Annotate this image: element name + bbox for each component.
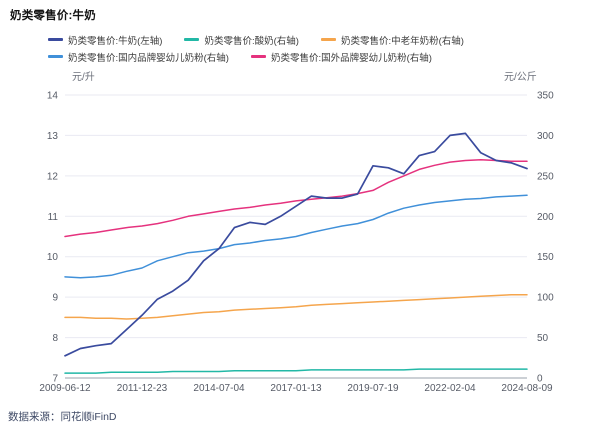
series-line-1[interactable] [64,293,528,320]
legend-item-label: 奶类零售价:牛奶(左轴) [68,35,163,47]
axis-units: 元/升 元/公斤 [0,68,600,83]
x-axis-tick: 2022-02-04 [424,383,476,394]
legend-item-1-0[interactable]: 奶类零售价:国内品牌婴幼儿奶粉(右轴) [48,50,229,64]
legend-line-icon [48,55,63,58]
x-axis-tick: 2019-07-19 [347,383,399,394]
legend-item-0-0[interactable]: 奶类零售价:牛奶(左轴) [48,33,162,47]
page-title: 奶类零售价:牛奶 [10,10,96,22]
legend-item-0-1[interactable]: 奶类零售价:酸奶(右轴) [184,33,299,47]
series-line-4[interactable] [64,132,528,357]
left-axis-tick: 11 [48,212,59,223]
price-chart-svg: 14 350 13 300 12 250 11 200 10 150 9 100 8 50 7 0 2009-0… [39,91,554,395]
legend-item-label: 奶类零售价:中老年奶粉(右轴) [340,35,464,47]
series-line-3[interactable] [64,158,528,238]
x-axis-tick: 2009-06-12 [39,383,91,394]
legend: 奶类零售价:牛奶(左轴) 奶类零售价:酸奶(右轴) 奶类零售价:中老年奶粉(右轴) 奶… [48,31,588,65]
legend-row-1: 奶类零售价:国内品牌婴幼儿奶粉(右轴) 奶类零售价:国外品牌婴幼儿奶粉(右轴) [48,48,588,65]
left-axis-unit: 元/升 [72,72,95,83]
right-axis-tick: 200 [537,212,554,223]
right-axis-tick: 350 [537,91,554,102]
legend-row-0: 奶类零售价:牛奶(左轴) 奶类零售价:酸奶(右轴) 奶类零售价:中老年奶粉(右轴) [48,31,588,48]
data-source: 数据来源：同花顺iFinD [8,411,117,423]
left-axis-tick: 10 [47,252,59,263]
x-axis-tick: 2024-08-09 [501,383,553,394]
left-axis-tick: 7 [52,374,58,385]
left-axis-tick: 9 [52,293,58,304]
legend-item-0-2[interactable]: 奶类零售价:中老年奶粉(右轴) [320,33,464,47]
right-axis-tick: 100 [537,293,554,304]
legend-line-icon [320,38,336,41]
legend-line-icon [184,38,200,41]
right-axis-tick: 150 [537,252,554,263]
x-axis-tick: 2017-01-13 [270,383,322,394]
right-axis-tick: 250 [537,171,554,182]
left-axis-tick: 14 [47,91,59,102]
right-axis-tick: 0 [537,374,543,385]
series-line-0[interactable] [64,368,528,374]
right-axis-tick: 300 [537,131,554,142]
legend-item-label: 奶类零售价:酸奶(右轴) [204,35,299,47]
chart-area[interactable]: 14 350 13 300 12 250 11 200 10 150 9 100 8 50 7 0 2009-0… [0,85,600,397]
left-axis-tick: 13 [47,131,59,142]
legend-item-1-1[interactable]: 奶类零售价:国外品牌婴幼儿奶粉(右轴) [250,50,432,64]
legend-item-label: 奶类零售价:国外品牌婴幼儿奶粉(右轴) [270,52,432,64]
legend-item-label: 奶类零售价:国内品牌婴幼儿奶粉(右轴) [68,52,229,64]
legend-line-icon [250,55,266,58]
legend-line-icon [48,38,63,41]
left-axis-tick: 8 [52,333,58,344]
right-axis-tick: 50 [537,333,549,344]
left-axis-tick: 12 [47,171,59,182]
right-axis-unit: 元/公斤 [504,72,537,83]
x-axis-tick: 2011-12-23 [117,383,168,394]
series-line-2[interactable] [64,194,528,279]
x-axis-tick: 2014-07-04 [193,383,245,394]
